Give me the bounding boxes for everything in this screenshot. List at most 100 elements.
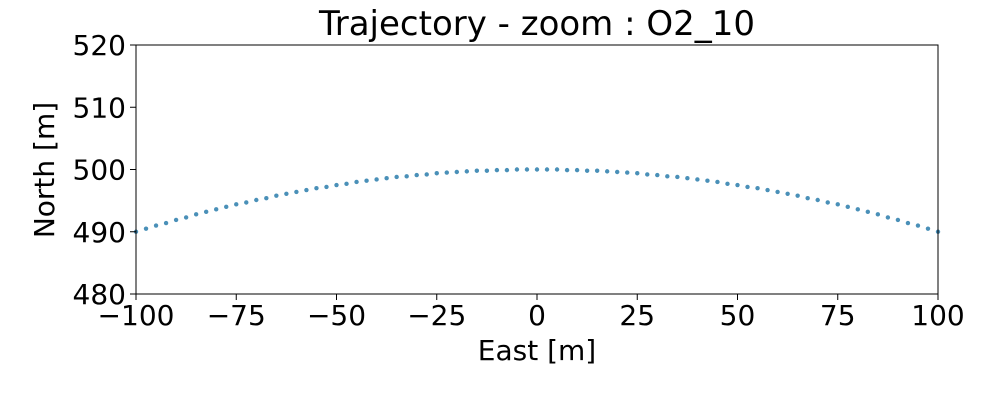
trajectory-point xyxy=(675,174,680,180)
y-tick-label: 520 xyxy=(73,29,126,62)
trajectory-point xyxy=(705,178,710,183)
trajectory-point xyxy=(765,187,770,193)
trajectory-point xyxy=(544,167,550,172)
trajectory-point xyxy=(625,170,630,175)
x-tick-label: 50 xyxy=(720,299,756,332)
trajectory-point xyxy=(344,181,349,187)
trajectory-point xyxy=(534,167,540,172)
trajectory-point xyxy=(434,171,439,176)
trajectory-point xyxy=(464,169,470,174)
trajectory-point xyxy=(163,220,169,226)
trajectory-point xyxy=(775,189,780,195)
trajectory-point xyxy=(905,220,911,226)
trajectory-point xyxy=(655,172,660,178)
trajectory-point xyxy=(795,193,800,198)
x-axis-label: East [m] xyxy=(478,334,596,367)
trajectory-point xyxy=(635,171,640,176)
trajectory-point xyxy=(324,184,329,190)
trajectory-point xyxy=(494,167,500,173)
trajectory-point xyxy=(304,187,309,193)
trajectory-point xyxy=(594,168,600,173)
trajectory-point xyxy=(153,223,159,228)
trajectory-point xyxy=(444,170,449,175)
trajectory-point xyxy=(785,191,790,196)
trajectory-point xyxy=(815,197,820,203)
trajectory-point xyxy=(334,182,339,188)
x-tick-label: 100 xyxy=(911,299,964,332)
trajectory-point xyxy=(745,184,750,190)
trajectory-point xyxy=(514,167,520,172)
trajectory-point xyxy=(885,215,891,220)
trajectory-point xyxy=(264,195,269,201)
trajectory-point xyxy=(414,172,419,178)
trajectory-point xyxy=(384,176,389,181)
trajectory-point xyxy=(604,169,610,174)
trajectory-point xyxy=(645,172,650,177)
trajectory-point xyxy=(835,202,840,207)
trajectory-point xyxy=(755,185,760,191)
trajectory-point xyxy=(715,179,720,185)
x-tick-label: −75 xyxy=(207,299,266,332)
trajectory-point xyxy=(504,167,510,173)
trajectory-point xyxy=(865,209,871,215)
trajectory-point xyxy=(845,204,850,210)
trajectory-point xyxy=(193,212,199,217)
trajectory-point xyxy=(805,195,810,201)
trajectory-point xyxy=(584,168,590,173)
y-tick-label: 500 xyxy=(73,154,126,187)
trajectory-point xyxy=(244,200,249,205)
trajectory-point xyxy=(173,217,179,223)
trajectory-point xyxy=(875,212,881,217)
trajectory-point xyxy=(404,174,409,179)
y-tick-label: 510 xyxy=(73,91,126,124)
trajectory-point xyxy=(454,169,459,175)
plot-area xyxy=(133,167,941,234)
trajectory-point xyxy=(855,207,860,212)
x-tick-label: −25 xyxy=(407,299,466,332)
trajectory-point xyxy=(224,204,229,210)
trajectory-point xyxy=(564,167,570,173)
trajectory-point xyxy=(895,217,901,223)
trajectory-point xyxy=(274,193,279,198)
trajectory-point xyxy=(424,172,429,177)
trajectory-point xyxy=(314,185,319,191)
trajectory-point xyxy=(394,174,399,180)
y-axis: 480 490 500 510 520 xyxy=(73,29,136,311)
y-tick-label: 480 xyxy=(73,278,126,311)
trajectory-point xyxy=(735,182,740,188)
x-tick-label: 0 xyxy=(528,299,546,332)
chart-title: Trajectory - zoom : O2_10 xyxy=(318,4,755,44)
trajectory-point xyxy=(665,174,670,179)
y-axis-label: North [m] xyxy=(28,102,61,238)
trajectory-point xyxy=(354,179,359,185)
trajectory-point xyxy=(294,189,299,195)
y-tick-label: 490 xyxy=(73,216,126,249)
trajectory-point xyxy=(214,207,219,212)
x-axis: −100 −75 −50 −25 0 25 50 75 100 xyxy=(98,294,965,332)
trajectory-point xyxy=(183,215,189,220)
trajectory-point xyxy=(915,223,921,228)
trajectory-point xyxy=(554,167,560,172)
x-tick-label: −100 xyxy=(98,299,175,332)
x-tick-label: 75 xyxy=(820,299,856,332)
trajectory-point xyxy=(574,167,580,173)
trajectory-point xyxy=(234,202,239,207)
trajectory-point xyxy=(685,176,690,181)
trajectory-point xyxy=(524,167,530,172)
trajectory-point xyxy=(143,226,149,231)
trajectory-point xyxy=(925,226,931,231)
trajectory-point xyxy=(254,197,259,203)
trajectory-point xyxy=(284,191,289,196)
trajectory-point xyxy=(825,200,830,205)
trajectory-point xyxy=(374,177,379,182)
trajectory-point xyxy=(695,177,700,182)
trajectory-point xyxy=(725,181,730,187)
trajectory-point xyxy=(615,169,620,175)
trajectory-point xyxy=(474,168,480,173)
trajectory-point xyxy=(364,178,369,183)
trajectory-point xyxy=(484,168,490,173)
x-tick-label: 25 xyxy=(619,299,655,332)
trajectory-point xyxy=(203,209,209,215)
x-tick-label: −50 xyxy=(307,299,366,332)
